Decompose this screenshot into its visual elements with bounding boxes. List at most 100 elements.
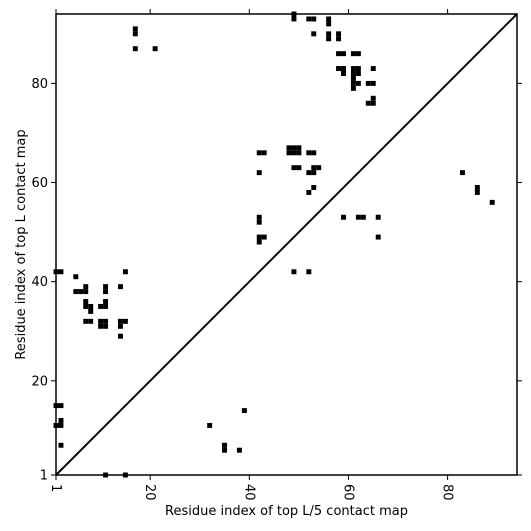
contact-point	[73, 274, 79, 280]
contact-point	[261, 234, 267, 240]
contact-point	[341, 71, 346, 76]
contact-point	[236, 447, 242, 453]
contact-point	[306, 269, 312, 275]
contact-point	[58, 417, 64, 423]
contact-point	[261, 150, 267, 156]
contact-point	[326, 16, 332, 22]
contact-point	[122, 269, 128, 275]
contact-point	[88, 318, 94, 324]
x-tick-label: 40	[241, 484, 256, 501]
contact-point	[222, 442, 228, 448]
contact-point	[98, 323, 104, 329]
y-tick-label: 1	[40, 469, 48, 484]
contact-point	[375, 214, 381, 220]
contact-point	[311, 16, 317, 22]
contact-point	[291, 150, 297, 156]
contact-point	[103, 284, 109, 290]
contact-point	[222, 447, 228, 453]
contact-point	[341, 51, 346, 57]
contact-point	[83, 318, 89, 324]
y-tick-label: 80	[31, 77, 48, 92]
contact-point	[132, 26, 138, 32]
contact-point	[103, 289, 109, 295]
contact-point	[58, 422, 64, 428]
contact-point	[370, 66, 376, 72]
contact-point	[117, 284, 123, 290]
y-axis-ticks: 1 20 40 60 80	[31, 77, 522, 484]
contact-point	[370, 100, 376, 106]
contact-point	[311, 31, 317, 37]
contact-point	[132, 31, 138, 37]
contact-point	[256, 234, 262, 240]
contact-point	[152, 46, 158, 52]
y-tick-label: 40	[31, 275, 48, 290]
contact-point	[117, 323, 123, 329]
contact-point	[291, 165, 297, 171]
x-tick-label: 20	[142, 484, 157, 501]
contact-point	[341, 214, 346, 220]
contact-point	[341, 66, 346, 72]
contact-point	[256, 214, 262, 220]
diagonal-line	[55, 13, 518, 476]
contact-point	[83, 299, 89, 304]
contact-point	[241, 408, 247, 414]
contact-point	[306, 16, 312, 22]
contact-point	[355, 80, 361, 86]
contact-point	[489, 199, 495, 205]
x-axis-label: Residue index of top L/5 contact map	[165, 504, 408, 519]
x-tick-label: 80	[440, 484, 455, 501]
contact-point	[326, 36, 332, 42]
contact-point	[296, 165, 302, 171]
contact-point	[326, 21, 332, 27]
contact-point	[326, 31, 332, 37]
contact-point	[117, 333, 123, 339]
contact-point	[316, 165, 322, 171]
contact-point	[286, 145, 292, 151]
contact-point	[350, 85, 356, 91]
contact-point	[306, 150, 312, 156]
y-axis-label: Residue index of top L contact map	[14, 129, 29, 359]
contact-point	[311, 150, 317, 156]
contact-point	[103, 318, 109, 324]
contact-point	[207, 422, 213, 428]
contact-point	[365, 100, 371, 106]
contact-point	[132, 46, 138, 52]
contact-point	[256, 150, 262, 156]
contact-point	[98, 303, 104, 309]
contact-point	[350, 71, 356, 76]
contact-point	[311, 170, 317, 176]
contact-point	[291, 145, 297, 151]
contact-point	[296, 145, 302, 151]
contact-point	[103, 323, 109, 329]
contact-point	[58, 442, 64, 448]
contact-point	[103, 303, 109, 309]
x-axis-ticks: 1 20 40 60 80	[48, 9, 455, 501]
contact-point	[256, 219, 262, 225]
contact-point	[103, 299, 109, 304]
contact-point	[311, 185, 317, 190]
contact-point	[256, 170, 262, 176]
contact-point	[360, 214, 366, 220]
contact-point	[88, 303, 94, 309]
x-tick-label: 1	[48, 484, 63, 492]
contact-point	[336, 36, 342, 42]
contact-point	[336, 51, 342, 57]
y-tick-label: 60	[31, 176, 48, 191]
contact-point	[474, 185, 480, 190]
contact-point	[98, 318, 104, 324]
contact-point	[286, 150, 292, 156]
contact-point	[256, 239, 262, 245]
contact-point	[350, 66, 356, 72]
y-tick-label: 20	[31, 374, 48, 389]
contact-point	[350, 75, 356, 81]
contact-point	[350, 51, 356, 57]
contact-point	[58, 403, 64, 409]
contact-point	[78, 289, 84, 295]
contact-point	[311, 165, 317, 171]
contact-point	[350, 80, 356, 86]
plot-frame	[55, 13, 518, 476]
x-tick-label: 60	[340, 484, 355, 501]
contact-point	[88, 308, 94, 314]
contact-marks	[53, 11, 495, 478]
contact-point	[83, 284, 89, 290]
